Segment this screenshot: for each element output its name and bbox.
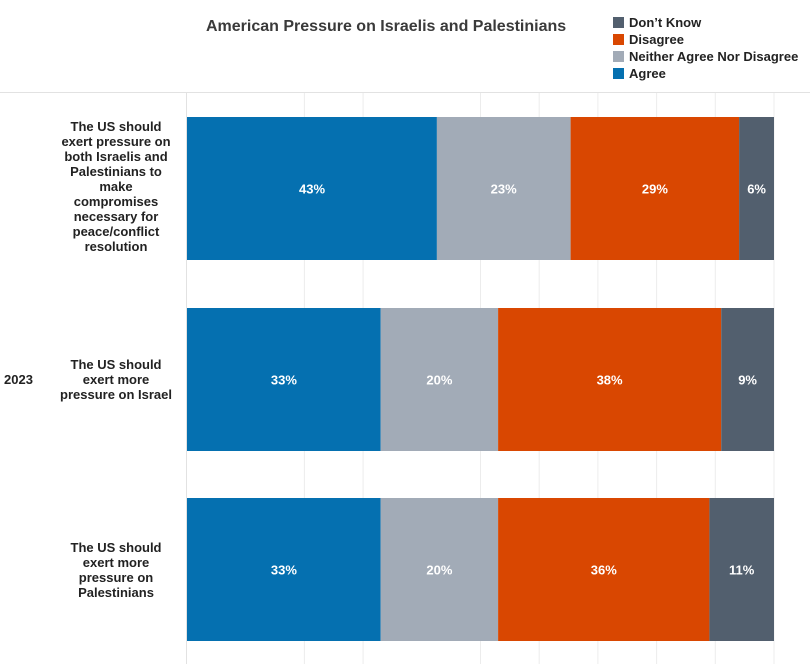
legend-swatch-agree	[613, 68, 624, 79]
legend-label-dont-know: Don’t Know	[629, 15, 702, 30]
bar-label-dont-know-3: 11%	[729, 563, 755, 578]
bars	[187, 117, 774, 641]
legend: Don’t Know Disagree Neither Agree Nor Di…	[613, 14, 798, 82]
bar-disagree-1[interactable]	[570, 117, 740, 260]
legend-label-agree: Agree	[629, 66, 666, 81]
bar-dont-know-1[interactable]	[739, 117, 774, 260]
category-axis-line	[186, 92, 187, 664]
bar-label-agree-2: 33%	[271, 373, 297, 388]
bar-agree-1[interactable]	[187, 117, 437, 260]
bar-neither-2[interactable]	[380, 308, 499, 451]
bar-label-disagree-1: 29%	[642, 182, 668, 197]
legend-item-disagree[interactable]: Disagree	[613, 31, 798, 48]
category-label-both: The US should exert pressure on both Isr…	[61, 119, 171, 254]
legend-label-disagree: Disagree	[629, 32, 684, 47]
bar-label-neither-3: 20%	[426, 563, 452, 578]
legend-swatch-dont-know	[613, 17, 624, 28]
bar-label-dont-know-1: 6%	[747, 182, 766, 197]
bar-agree-3[interactable]	[187, 498, 381, 641]
legend-item-agree[interactable]: Agree	[613, 65, 798, 82]
bar-label-neither-1: 23%	[491, 182, 517, 197]
bar-label-agree-3: 33%	[271, 563, 297, 578]
bar-label-neither-2: 20%	[426, 373, 452, 388]
group-label-year: 2023	[4, 372, 33, 387]
plot-top-border	[0, 92, 810, 93]
bar-dont-know-3[interactable]	[709, 498, 774, 641]
bar-disagree-3[interactable]	[498, 498, 710, 641]
legend-item-neither[interactable]: Neither Agree Nor Disagree	[613, 48, 798, 65]
legend-swatch-disagree	[613, 34, 624, 45]
chart-title: American Pressure on Israelis and Palest…	[206, 18, 567, 35]
category-label-palestinians: The US should exert more pressure on Pal…	[70, 540, 162, 600]
bar-label-disagree-2: 38%	[597, 373, 623, 388]
category-label-israel: The US should exert more pressure on Isr…	[60, 357, 172, 402]
bar-disagree-2[interactable]	[498, 308, 722, 451]
bar-label-agree-1: 43%	[299, 182, 325, 197]
legend-item-dont-know[interactable]: Don’t Know	[613, 14, 798, 31]
bar-agree-2[interactable]	[187, 308, 381, 451]
bar-value-labels: 43% 23% 29% 6% 33% 20% 38% 9% 33% 20% 36% 11%	[271, 182, 767, 578]
legend-swatch-neither	[613, 51, 624, 62]
legend-label-neither: Neither Agree Nor Disagree	[629, 49, 799, 64]
bar-label-dont-know-2: 9%	[738, 373, 757, 388]
bar-label-disagree-3: 36%	[591, 563, 617, 578]
bar-neither-3[interactable]	[380, 498, 499, 641]
bar-dont-know-2[interactable]	[721, 308, 774, 451]
bar-neither-1[interactable]	[436, 117, 571, 260]
